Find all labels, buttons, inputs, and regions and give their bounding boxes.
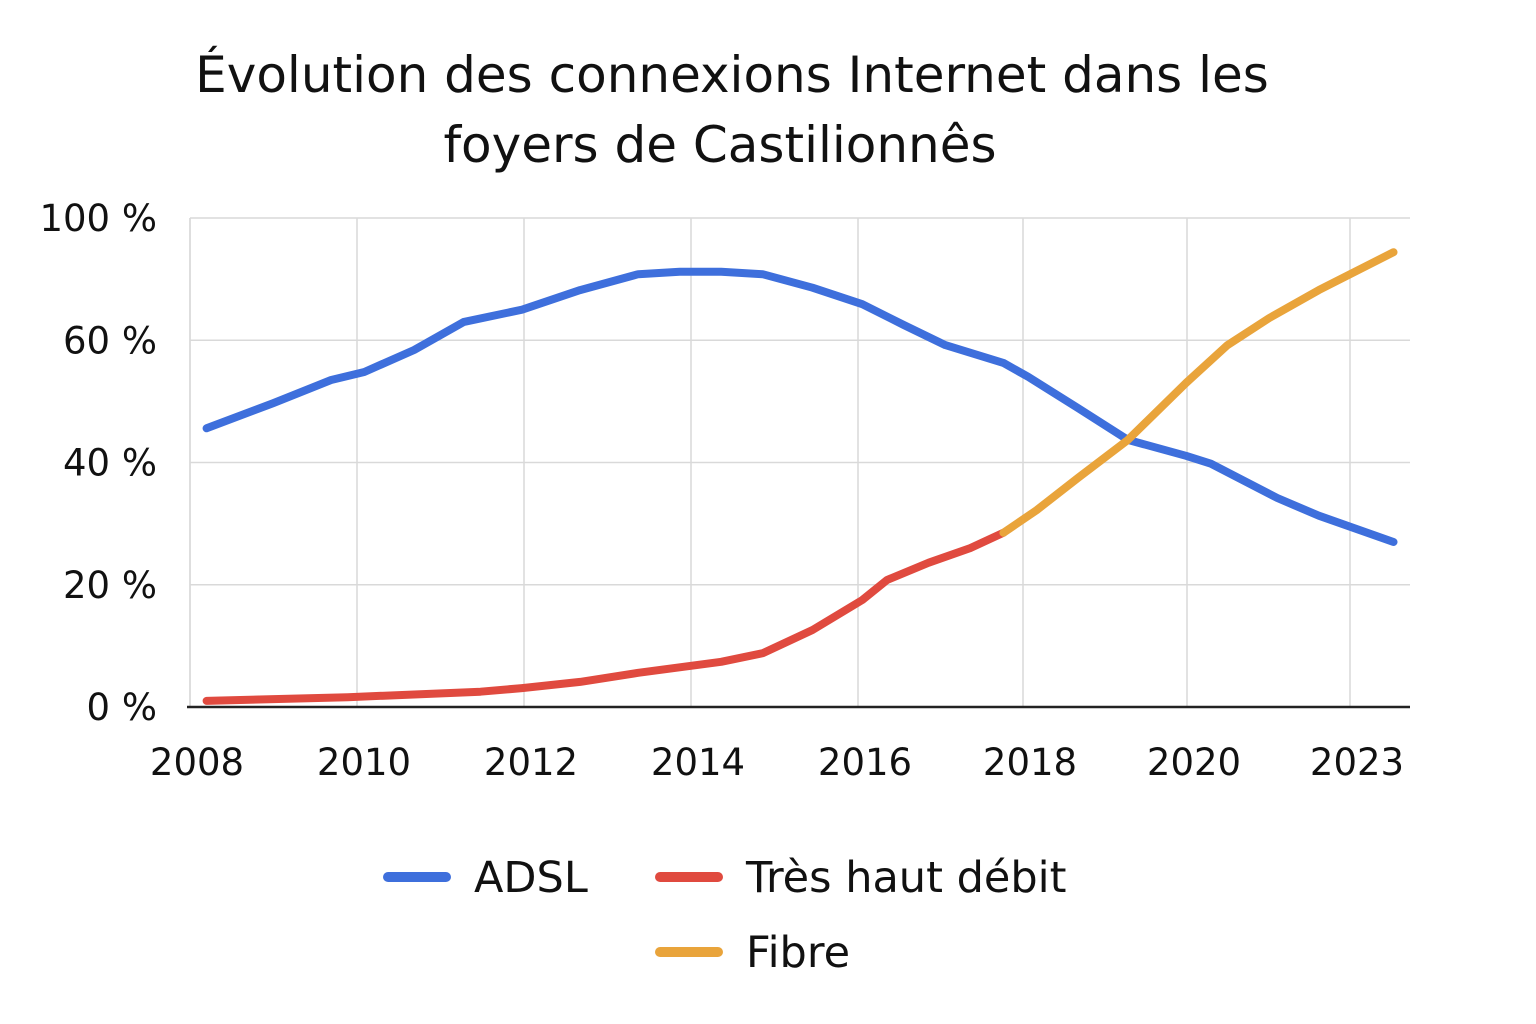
legend-item: Fibre	[655, 928, 850, 978]
y-tick-label: 0 %	[87, 686, 157, 729]
legend-label: Fibre	[746, 928, 850, 978]
series-lines	[202, 248, 1398, 705]
legend-label: ADSL	[474, 853, 588, 903]
legend-item: Très haut débit	[655, 853, 1066, 903]
legend-item: ADSL	[383, 853, 588, 903]
y-tick-label: 100 %	[39, 197, 157, 240]
grid	[187, 217, 1410, 709]
legend-label: Très haut débit	[745, 853, 1066, 903]
chart-title-line-2: foyers de Castilionnês	[443, 116, 996, 174]
legend: ADSL Très haut débit Fibre	[383, 853, 1066, 978]
y-tick-label: 60 %	[63, 319, 157, 362]
chart-title-line-1: Évolution des connexions Internet dans l…	[195, 45, 1269, 104]
x-tick-label: 2016	[818, 741, 912, 784]
x-tick-label: 2023	[1310, 741, 1404, 784]
x-tick-label: 2012	[484, 741, 578, 784]
x-tick-label: 2010	[317, 741, 411, 784]
x-tick-label: 2008	[150, 741, 244, 784]
x-tick-label: 2014	[651, 741, 745, 784]
y-axis: 0 % 20 % 40 % 60 % 100 %	[39, 197, 157, 729]
x-axis: 2008 2010 2012 2014 2016 2018 2020 2023	[150, 741, 1404, 784]
series-line-adsl	[202, 267, 1398, 546]
x-tick-label: 2018	[983, 741, 1077, 784]
series-line-fibre	[999, 248, 1398, 537]
series-line-très-haut-débit	[202, 528, 1008, 705]
y-tick-label: 20 %	[63, 564, 157, 607]
y-tick-label: 40 %	[63, 442, 157, 485]
x-tick-label: 2020	[1147, 741, 1241, 784]
